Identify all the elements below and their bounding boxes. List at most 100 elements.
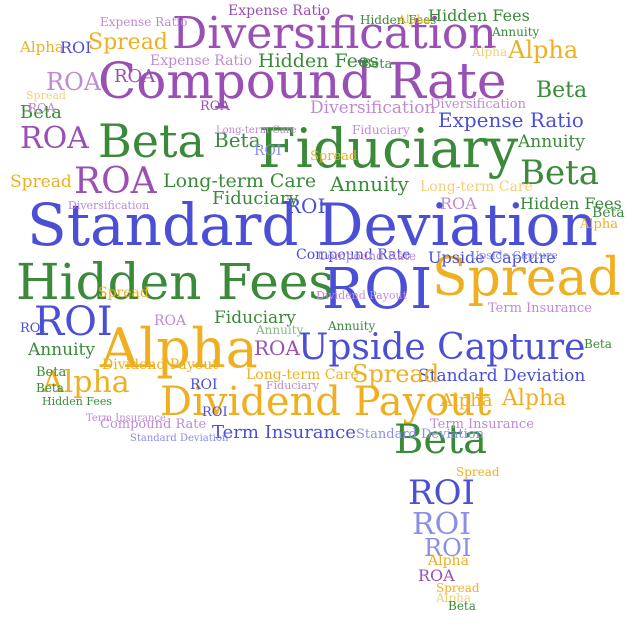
cloud-word: Dividend Payout — [316, 289, 408, 302]
cloud-word: ROI — [322, 257, 433, 322]
cloud-word: Alpha — [100, 317, 258, 380]
cloud-word: Compound Rate — [296, 247, 411, 263]
cloud-word: ROA — [74, 161, 157, 202]
cloud-word: Fiduciary — [212, 188, 299, 209]
cloud-word: Diversification — [430, 97, 526, 112]
cloud-word: Beta — [36, 381, 64, 395]
cloud-word: Hidden Fees — [16, 253, 335, 311]
cloud-word: Alpha — [428, 553, 469, 569]
cloud-word: Long-term Care — [246, 367, 359, 383]
cloud-word: Hidden Fees — [360, 13, 437, 27]
cloud-word: ROI — [412, 507, 472, 542]
cloud-word: Spread — [432, 248, 621, 308]
cloud-word: Fiduciary — [266, 379, 319, 392]
cloud-word: Upside Capture — [470, 249, 558, 262]
cloud-word: ROI — [60, 38, 92, 57]
cloud-word: ROA — [418, 566, 455, 585]
cloud-word: Compound Rate — [100, 417, 207, 432]
cloud-word: Fiduciary — [258, 117, 519, 180]
cloud-word: Beta — [20, 102, 62, 123]
cloud-word: Standard Deviation — [418, 366, 586, 386]
cloud-word: Hidden Fees — [258, 50, 379, 72]
cloud-word: Spread — [10, 172, 72, 192]
cloud-word: Annuity — [492, 25, 540, 39]
cloud-word: Spread — [436, 581, 480, 595]
cloud-word: Alpha — [440, 390, 493, 411]
cloud-word: Annuity — [28, 340, 95, 360]
cloud-word: Term Insurance — [430, 417, 534, 432]
cloud-word: Long-term Care — [163, 170, 317, 192]
cloud-word: Hidden Fees — [520, 194, 622, 213]
cloud-word: Spread — [88, 30, 168, 55]
cloud-word: Annuity — [330, 172, 409, 196]
cloud-word: Compound Rate — [318, 249, 417, 263]
cloud-word: Alpha — [42, 365, 130, 400]
cloud-word: Alpha — [436, 591, 472, 605]
cloud-word: ROI — [34, 299, 113, 345]
cloud-word: Alpha — [472, 45, 508, 59]
cloud-word: Term Insurance — [488, 301, 592, 316]
cloud-word: Alpha — [502, 386, 567, 411]
cloud-word: Long-term Care — [216, 125, 297, 136]
cloud-word: Beta — [536, 78, 588, 103]
cloud-word: Alpha — [398, 13, 431, 26]
cloud-word: Beta — [592, 205, 625, 221]
cloud-word: Expense Ratio — [150, 53, 253, 69]
cloud-word: Expense Ratio — [438, 108, 584, 132]
cloud-word: ROI — [254, 143, 282, 159]
cloud-word: Upside Capture — [428, 248, 556, 267]
cloud-word: Standard Deviation — [130, 433, 229, 444]
cloud-word: ROI — [20, 321, 46, 336]
cloud-word: Compound Rate — [98, 52, 507, 110]
cloud-word: Term Insurance — [86, 413, 166, 424]
cloud-word: Annuity — [328, 319, 376, 333]
cloud-word: ROA — [28, 101, 56, 115]
cloud-word: ROA — [114, 66, 156, 87]
cloud-word: Diversification — [310, 98, 436, 118]
cloud-word: Spread — [352, 360, 440, 388]
cloud-word: Term Insurance — [212, 422, 356, 443]
cloud-word: Beta — [520, 153, 600, 193]
cloud-word: ROA — [200, 99, 230, 114]
cloud-word: Beta — [214, 128, 261, 152]
cloud-word: ROA — [254, 336, 300, 360]
cloud-word: Spread — [98, 285, 149, 301]
cloud-word: Beta — [394, 417, 487, 463]
cloud-word: Hidden Fees — [428, 6, 530, 25]
cloud-word: ROI — [286, 194, 326, 218]
cloud-word: Expense Ratio — [228, 3, 331, 19]
cloud-word: Spread — [456, 465, 500, 479]
cloud-word: Expense Ratio — [100, 15, 188, 29]
cloud-word: Upside Capture — [298, 327, 586, 368]
cloud-word: Alpha — [580, 217, 618, 232]
cloud-word: Hidden Fees — [42, 395, 112, 408]
cloud-word: Alpha — [20, 38, 64, 56]
cloud-word: Beta — [584, 337, 612, 351]
cloud-word: ROI — [190, 377, 218, 393]
cloud-word: Diversification — [172, 8, 497, 59]
cloud-word: Standard Deviation — [27, 191, 598, 259]
cloud-word: Diversification — [68, 199, 150, 212]
cloud-word: ROA — [440, 194, 477, 213]
cloud-word: ROI — [202, 405, 228, 420]
cloud-word: Fiduciary — [352, 123, 410, 137]
cloud-word: Fiduciary — [214, 308, 296, 328]
cloud-word: Dividend Payout — [102, 357, 218, 373]
cloud-word: Beta — [362, 57, 393, 72]
cloud-word: Standard Deviation — [356, 427, 484, 442]
cloud-word: ROA — [46, 68, 102, 96]
cloud-word: ROA — [20, 121, 89, 156]
cloud-word: Long-term Care — [420, 179, 533, 195]
cloud-word: Beta — [448, 599, 476, 613]
cloud-word: Annuity — [256, 323, 304, 337]
cloud-word: ROA — [154, 313, 187, 329]
cloud-word: ROI — [408, 473, 475, 513]
cloud-word: Alpha — [508, 36, 579, 64]
cloud-word: Beta — [36, 365, 67, 380]
cloud-word: ROI — [424, 534, 472, 562]
cloud-word: Beta — [98, 114, 205, 168]
cloud-word: Spread — [26, 89, 66, 102]
cloud-word: Spread — [310, 149, 358, 164]
cloud-word: Dividend Payout — [160, 379, 492, 425]
